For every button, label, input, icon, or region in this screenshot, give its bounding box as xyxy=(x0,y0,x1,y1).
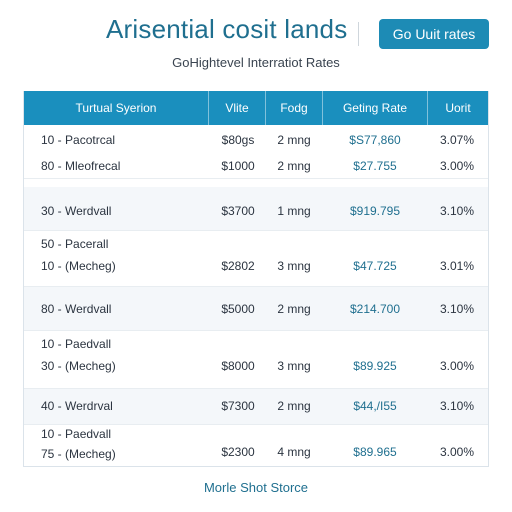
row-name-line: 50 - Pacerall xyxy=(41,237,109,251)
row-vlite: $2802 xyxy=(221,259,255,273)
row-rate: $89.925 xyxy=(353,359,397,373)
row-name-line: 10 - (Mecheg) xyxy=(41,259,116,273)
row-name-line: 80 - Werdvall xyxy=(41,302,112,316)
column-header-uorit[interactable]: Uorit xyxy=(445,101,471,115)
row-vlite: $8000 xyxy=(221,359,255,373)
row-percent: 3.00% xyxy=(439,359,475,373)
row-fodg: 2 mng xyxy=(277,159,311,173)
row-percent: 3.07% xyxy=(439,133,475,147)
column-divider xyxy=(427,91,428,125)
row-rate: $47.725 xyxy=(353,259,397,273)
table-row[interactable]: 10 - Paedvall 30 - (Mecheg) $8000 3 mng … xyxy=(24,331,488,389)
table-row[interactable]: 80 - Werdvall $5000 2 mng $214.700 3.10% xyxy=(24,287,488,331)
rates-table: Turtual Syerion Vlite Fodg Geting Rate U… xyxy=(23,91,489,467)
row-fodg: 3 mng xyxy=(277,359,311,373)
row-percent: 3.00% xyxy=(439,159,475,173)
column-divider xyxy=(265,91,266,125)
column-header-vlite[interactable]: Vlite xyxy=(225,101,249,115)
table-header: Turtual Syerion Vlite Fodg Geting Rate U… xyxy=(24,91,488,125)
row-name-line: 10 - Paedvall xyxy=(41,427,112,441)
row-percent: 3.10% xyxy=(439,302,475,316)
table-row[interactable]: 40 - Werdrval $7300 2 mng $44,/I55 3.10% xyxy=(24,389,488,425)
row-vlite: $3700 xyxy=(221,204,255,218)
row-fodg: 1 mng xyxy=(277,204,311,218)
page-title: Arisential cosit lands xyxy=(106,14,348,44)
row-rate: $214.700 xyxy=(349,302,401,316)
row-rate: $89.965 xyxy=(353,445,397,459)
row-percent: 3.01% xyxy=(439,259,475,273)
page-subtitle: GoHightevel Interratiot Rates xyxy=(172,55,340,70)
row-fodg: 2 mng xyxy=(277,302,311,316)
table-row[interactable]: 10 - Pacotrcal $80gs 2 mng $S77,860 3.07… xyxy=(24,125,488,179)
row-name-line: 75 - (Mecheg) xyxy=(41,447,116,461)
header-divider xyxy=(358,22,359,46)
row-fodg: 2 mng xyxy=(277,133,311,147)
row-name-line: 10 - Pacotrcal xyxy=(41,133,116,147)
column-header-rate[interactable]: Geting Rate xyxy=(342,101,408,115)
row-percent: 3.10% xyxy=(439,399,475,413)
column-divider xyxy=(208,91,209,125)
table-row[interactable]: 50 - Pacerall 10 - (Mecheg) $2802 3 mng … xyxy=(24,231,488,287)
row-vlite: $5000 xyxy=(221,302,255,316)
row-fodg: 3 mng xyxy=(277,259,311,273)
row-fodg: 4 mng xyxy=(277,445,311,459)
more-link[interactable]: Morle Shot Storce xyxy=(203,480,309,495)
row-rate: $27.755 xyxy=(353,159,397,173)
row-vlite: $2300 xyxy=(221,445,255,459)
row-name-line: 40 - Werdrval xyxy=(41,399,113,413)
row-rate: $S77,860 xyxy=(349,133,401,147)
row-name-line: 10 - Paedvall xyxy=(41,337,112,351)
table-row[interactable]: 30 - Werdvall $3700 1 mng $919.795 3.10% xyxy=(24,187,488,231)
row-name-line: 30 - (Mecheg) xyxy=(41,359,116,373)
column-header-name[interactable]: Turtual Syerion xyxy=(75,101,157,115)
row-vlite: $80gs xyxy=(221,133,255,147)
row-name-line: 80 - Mleofrecal xyxy=(41,159,121,173)
table-row[interactable]: 10 - Paedvall 75 - (Mecheg) $2300 4 mng … xyxy=(24,425,488,466)
row-vlite: $7300 xyxy=(221,399,255,413)
row-rate: $44,/I55 xyxy=(353,399,397,413)
row-percent: 3.00% xyxy=(439,445,475,459)
row-fodg: 2 mng xyxy=(277,399,311,413)
row-name-line: 30 - Werdvall xyxy=(41,204,112,218)
column-divider xyxy=(322,91,323,125)
row-percent: 3.10% xyxy=(439,204,475,218)
column-header-fodg[interactable]: Fodg xyxy=(280,101,308,115)
go-rates-button[interactable]: Go Uuit rates xyxy=(379,19,489,49)
row-vlite: $1000 xyxy=(221,159,255,173)
row-rate: $919.795 xyxy=(349,204,401,218)
